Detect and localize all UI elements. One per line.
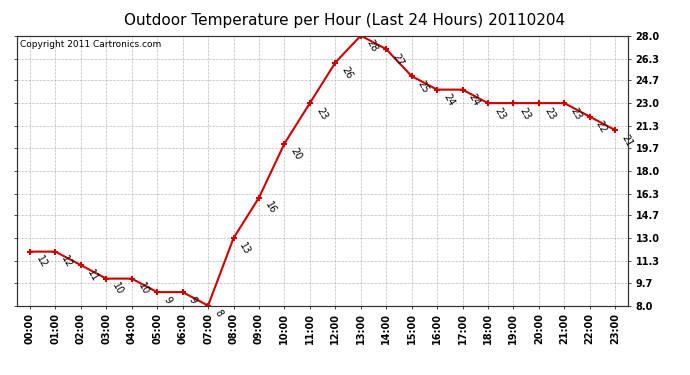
Text: 8: 8: [213, 308, 224, 319]
Text: 22: 22: [594, 119, 609, 135]
Text: 10: 10: [110, 281, 126, 297]
Text: 23: 23: [492, 106, 507, 122]
Text: Copyright 2011 Cartronics.com: Copyright 2011 Cartronics.com: [20, 40, 161, 49]
Text: 24: 24: [466, 92, 482, 108]
Text: 27: 27: [391, 52, 405, 68]
Text: 24: 24: [441, 92, 456, 108]
Text: 23: 23: [518, 106, 533, 122]
Text: 23: 23: [314, 106, 329, 122]
Text: 21: 21: [620, 133, 634, 148]
Text: 9: 9: [187, 295, 199, 305]
Text: 20: 20: [288, 146, 304, 162]
Text: 23: 23: [569, 106, 583, 122]
Text: 23: 23: [543, 106, 558, 122]
Text: Outdoor Temperature per Hour (Last 24 Hours) 20110204: Outdoor Temperature per Hour (Last 24 Ho…: [124, 13, 566, 28]
Text: 25: 25: [416, 79, 431, 95]
Text: 12: 12: [34, 254, 49, 270]
Text: 26: 26: [339, 65, 354, 81]
Text: 9: 9: [161, 295, 173, 305]
Text: 13: 13: [237, 241, 253, 256]
Text: 12: 12: [59, 254, 75, 270]
Text: 10: 10: [136, 281, 150, 297]
Text: 16: 16: [263, 200, 278, 216]
Text: 11: 11: [85, 268, 100, 284]
Text: 28: 28: [365, 38, 380, 54]
